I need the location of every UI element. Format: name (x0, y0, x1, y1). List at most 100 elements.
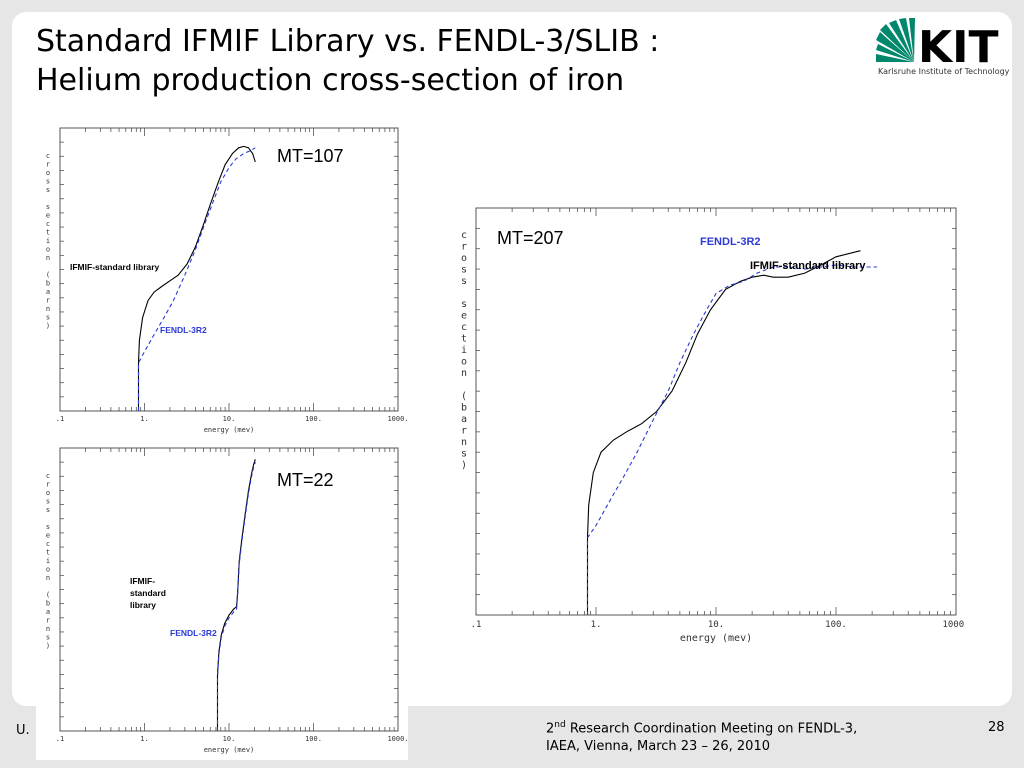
title-line-2: Helium production cross-section of iron (36, 63, 625, 98)
y-axis-label-char (46, 515, 50, 523)
y-axis-label-char: e (46, 212, 50, 220)
x-tick-label: 1000. (942, 620, 964, 630)
y-axis-label-char: o (461, 253, 467, 264)
y-axis-label-char: r (46, 297, 50, 305)
kit-logo-text: KIT (918, 22, 998, 68)
y-axis-label-char: t (46, 549, 50, 557)
chart-mt207-label: MT=207 (497, 228, 564, 248)
y-axis-label-char: s (46, 506, 50, 514)
y-axis-label-char: i (461, 345, 467, 356)
footer-author: U. (16, 723, 30, 738)
y-axis-label-char: e (461, 311, 467, 322)
annotation-fendl: FENDL-3R2 (170, 628, 217, 638)
y-axis-label-char: r (461, 242, 467, 253)
y-axis-label-char: o (46, 489, 50, 497)
footer-line-2: IAEA, Vienna, March 23 – 26, 2010 (546, 739, 770, 755)
x-tick-label: 1. (140, 735, 148, 743)
annotation-ifmif: standard (130, 588, 166, 598)
x-tick-label: .1 (56, 735, 64, 743)
y-axis-label-char: s (46, 314, 50, 322)
y-axis-label-char: s (46, 498, 50, 506)
y-axis-label-char: s (461, 299, 467, 310)
x-tick-label: 1000. (387, 415, 408, 423)
series-line-ifmif (216, 459, 256, 731)
x-tick-label: 10. (223, 415, 236, 423)
page-number: 28 (988, 720, 1005, 735)
y-axis-label-char: s (46, 203, 50, 211)
kit-logo-graphic: KIT (876, 18, 998, 73)
slide-title: Standard IFMIF Library vs. FENDL-3/SLIB … (36, 22, 659, 100)
y-axis-label-char (461, 288, 467, 299)
plot-frame (475, 207, 957, 616)
y-axis-label-char: c (46, 540, 50, 548)
x-axis-label: energy (mev) (204, 746, 255, 754)
y-axis-label-char: s (46, 523, 50, 531)
y-axis-label-char: c (461, 230, 467, 241)
chart-mt207-svg: .11.10.100.1000.energy (mev)cross sectio… (461, 207, 964, 644)
y-axis-label-char: c (461, 322, 467, 333)
x-tick-label: 100. (305, 415, 322, 423)
y-axis-label-char: ( (46, 591, 50, 599)
y-axis-label-char: i (46, 557, 50, 565)
y-axis-label-char: a (46, 288, 50, 296)
chart-mt207: .11.10.100.1000.energy (mev)cross sectio… (446, 196, 964, 652)
y-axis-label-char: r (461, 426, 467, 437)
y-axis-label-char: s (461, 265, 467, 276)
plot-frame (59, 447, 399, 732)
y-axis-label-char: ) (46, 322, 50, 330)
y-axis-label-char: r (46, 481, 50, 489)
y-axis-label-char: n (46, 625, 50, 633)
y-axis-label-char: n (46, 305, 50, 313)
x-tick-label: 100. (825, 620, 847, 630)
y-axis-label-char: n (461, 437, 467, 448)
series-line-fendl (216, 462, 256, 731)
y-axis-label-char: s (461, 276, 467, 287)
y-axis-label-char (46, 263, 50, 271)
footer-meeting: 2nd Research Coordination Meeting on FEN… (546, 716, 857, 756)
y-axis-label-char: ( (461, 391, 467, 402)
kit-logo: KIT (876, 18, 1002, 82)
kit-logo-caption: Karlsruhe Institute of Technology (878, 67, 1010, 76)
y-axis-label-char: b (46, 280, 50, 288)
y-axis-label-char: a (461, 414, 467, 425)
series-line-ifmif (137, 145, 256, 411)
y-axis-label-char: o (46, 246, 50, 254)
x-tick-label: 1000. (387, 735, 408, 743)
x-tick-label: .1 (471, 620, 482, 630)
y-axis-label-char: ( (46, 271, 50, 279)
y-axis-label-char: t (46, 229, 50, 237)
chart-mt22-label: MT=22 (277, 470, 334, 490)
footer-ordinal: 2 (546, 721, 555, 737)
y-axis-label-char: c (46, 152, 50, 160)
x-tick-label: .1 (56, 415, 64, 423)
y-axis-label-char: c (46, 472, 50, 480)
y-axis-label-char: ) (461, 460, 467, 471)
y-axis-label-char: o (461, 357, 467, 368)
y-axis-label-char (461, 380, 467, 391)
kit-logo-rays (876, 18, 915, 62)
footer-line-1: 2nd Research Coordination Meeting on FEN… (546, 716, 857, 738)
x-tick-label: 10. (223, 735, 236, 743)
y-axis-label-char (46, 583, 50, 591)
y-axis-label-char: r (46, 161, 50, 169)
y-axis-label-char: s (46, 178, 50, 186)
x-tick-label: 1. (591, 620, 602, 630)
annotation-fendl: FENDL-3R2 (160, 325, 207, 335)
y-axis-label-char: n (46, 574, 50, 582)
series-line-ifmif (586, 250, 861, 615)
annotation-ifmif: IFMIF-standard library (750, 260, 866, 272)
annotation-ifmif: IFMIF-standard library (70, 262, 160, 272)
y-axis-label-char: o (46, 566, 50, 574)
x-axis-label: energy (mev) (680, 633, 752, 644)
y-axis-label-char: a (46, 608, 50, 616)
y-axis-label-char: t (461, 334, 467, 345)
x-tick-label: 1. (140, 415, 148, 423)
annotation-ifmif: IFMIF- (130, 576, 155, 586)
y-axis-label-char: b (46, 600, 50, 608)
